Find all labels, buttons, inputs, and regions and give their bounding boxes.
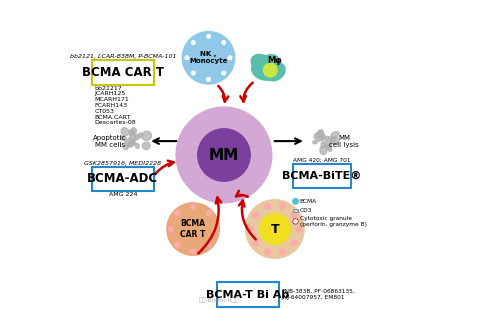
Circle shape xyxy=(175,242,180,247)
Ellipse shape xyxy=(314,133,322,141)
Circle shape xyxy=(206,242,211,247)
Text: BCMA CAR T: BCMA CAR T xyxy=(82,66,164,79)
Text: Apoptotic
MM cells: Apoptotic MM cells xyxy=(93,135,126,148)
Circle shape xyxy=(185,55,189,60)
Ellipse shape xyxy=(138,133,143,138)
Circle shape xyxy=(245,200,304,258)
Ellipse shape xyxy=(125,138,134,147)
Ellipse shape xyxy=(329,137,336,142)
FancyBboxPatch shape xyxy=(293,209,298,212)
Circle shape xyxy=(168,227,173,232)
Ellipse shape xyxy=(130,133,136,141)
Ellipse shape xyxy=(142,142,150,150)
Text: 雪球·Biotech前哨: 雪球·Biotech前哨 xyxy=(199,298,240,303)
Circle shape xyxy=(264,203,270,209)
Text: AMG 224: AMG 224 xyxy=(109,192,137,197)
Ellipse shape xyxy=(331,132,339,138)
Text: GSK2857916, MEDI2228: GSK2857916, MEDI2228 xyxy=(84,161,162,166)
Circle shape xyxy=(291,212,297,218)
Text: MM
cell lysis: MM cell lysis xyxy=(329,135,359,148)
Ellipse shape xyxy=(129,130,134,136)
Ellipse shape xyxy=(326,146,332,151)
Circle shape xyxy=(296,226,302,232)
Ellipse shape xyxy=(135,135,140,140)
Text: TNB-383B, PF-06863135,
JNJ-64007957, EM801: TNB-383B, PF-06863135, JNJ-64007957, EM8… xyxy=(281,289,355,300)
Text: Cytotoxic granule
(perforin, granzyme B): Cytotoxic granule (perforin, granzyme B) xyxy=(300,216,366,227)
Ellipse shape xyxy=(330,137,339,144)
Circle shape xyxy=(183,32,235,84)
Ellipse shape xyxy=(128,140,135,146)
Circle shape xyxy=(253,212,258,218)
Text: BCMA
CAR T: BCMA CAR T xyxy=(181,219,206,239)
Text: Mφ: Mφ xyxy=(267,56,282,65)
Ellipse shape xyxy=(252,57,283,80)
Text: BCMA-BiTE®: BCMA-BiTE® xyxy=(282,171,362,181)
Circle shape xyxy=(206,211,211,216)
FancyBboxPatch shape xyxy=(217,282,279,307)
Circle shape xyxy=(222,40,226,45)
Text: CD3: CD3 xyxy=(300,208,312,213)
Circle shape xyxy=(198,129,250,181)
Ellipse shape xyxy=(251,54,271,70)
Ellipse shape xyxy=(321,134,325,140)
Text: T: T xyxy=(270,223,279,236)
Ellipse shape xyxy=(262,55,279,67)
FancyBboxPatch shape xyxy=(92,167,154,191)
Circle shape xyxy=(260,214,290,245)
Circle shape xyxy=(293,219,298,224)
Circle shape xyxy=(191,71,196,75)
Circle shape xyxy=(213,227,218,232)
Ellipse shape xyxy=(319,130,324,135)
Circle shape xyxy=(191,204,196,209)
Text: BCMA-T Bi Ab: BCMA-T Bi Ab xyxy=(206,290,289,300)
Ellipse shape xyxy=(121,128,129,135)
Ellipse shape xyxy=(131,128,137,134)
Circle shape xyxy=(222,71,226,75)
Text: NK ,
Monocyte: NK , Monocyte xyxy=(189,51,228,64)
Circle shape xyxy=(280,203,285,209)
FancyBboxPatch shape xyxy=(92,60,154,85)
Circle shape xyxy=(167,203,219,255)
Circle shape xyxy=(206,77,211,82)
Text: bb2121, LCAR-B38M, P-BCMA-101: bb2121, LCAR-B38M, P-BCMA-101 xyxy=(70,54,176,59)
Ellipse shape xyxy=(313,141,317,144)
Circle shape xyxy=(264,63,277,77)
Ellipse shape xyxy=(135,143,139,148)
Ellipse shape xyxy=(320,146,327,155)
Circle shape xyxy=(264,249,270,255)
Circle shape xyxy=(293,198,298,204)
Ellipse shape xyxy=(142,131,151,140)
Ellipse shape xyxy=(128,141,134,147)
Ellipse shape xyxy=(264,63,285,81)
Ellipse shape xyxy=(123,145,128,150)
Ellipse shape xyxy=(317,131,324,139)
FancyBboxPatch shape xyxy=(293,164,351,188)
Circle shape xyxy=(253,241,258,246)
Text: BCMA-ADC: BCMA-ADC xyxy=(87,172,159,185)
Circle shape xyxy=(191,249,196,254)
Circle shape xyxy=(176,107,272,203)
Circle shape xyxy=(248,226,254,232)
Text: bb21217
JCARH125
MCARH171
FCARH143
CT053
BCMA.CART
Descartes-08: bb21217 JCARH125 MCARH171 FCARH143 CT053… xyxy=(94,86,136,125)
Circle shape xyxy=(280,249,285,255)
Circle shape xyxy=(291,241,297,246)
Text: AMG 420; AMG 701: AMG 420; AMG 701 xyxy=(293,158,351,163)
Text: MM: MM xyxy=(209,148,239,162)
Ellipse shape xyxy=(326,144,331,149)
Ellipse shape xyxy=(121,136,126,140)
Text: BCMA: BCMA xyxy=(300,199,317,204)
Ellipse shape xyxy=(324,141,331,148)
Ellipse shape xyxy=(325,136,329,140)
Circle shape xyxy=(191,40,196,45)
Circle shape xyxy=(175,211,180,216)
Ellipse shape xyxy=(321,142,325,148)
Circle shape xyxy=(206,34,211,38)
Circle shape xyxy=(228,55,232,60)
